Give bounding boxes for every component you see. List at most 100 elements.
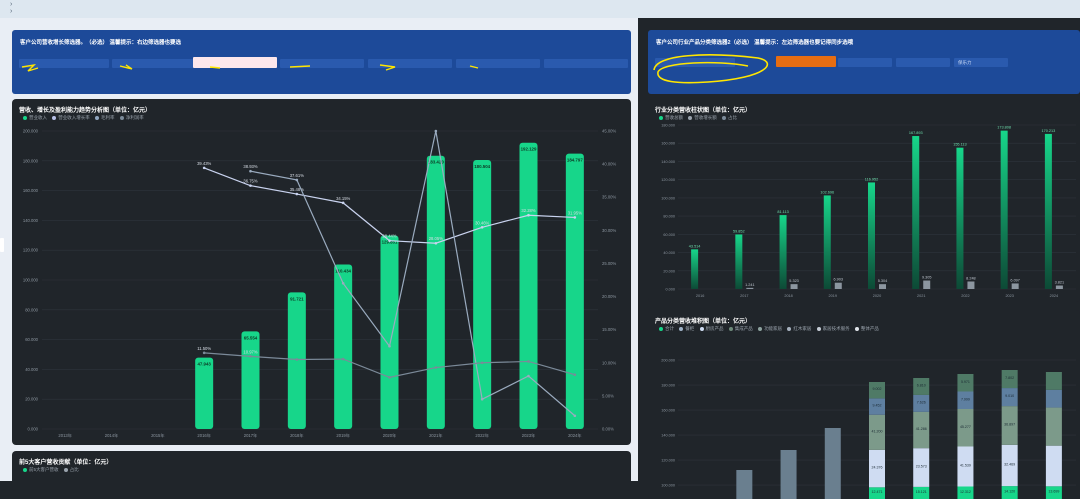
x-tick-label: 2018年 bbox=[290, 432, 304, 439]
filter-option-7[interactable] bbox=[544, 59, 628, 68]
series-point bbox=[527, 214, 530, 217]
segment-value-label: 7.626 bbox=[917, 400, 926, 404]
x-tick-label: 2016 bbox=[696, 294, 704, 298]
filter-option-3[interactable] bbox=[838, 58, 892, 67]
panel-title: 前5大客户营收贡献（单位：亿元） bbox=[19, 457, 112, 466]
x-tick-label: 2018 bbox=[784, 294, 792, 298]
bar-value-label: 59.852 bbox=[733, 229, 745, 233]
x-tick-label: 2019 bbox=[829, 294, 837, 298]
top-toolbar: › › bbox=[0, 0, 1080, 18]
segment-value-label: 23.573 bbox=[916, 465, 927, 469]
bar-value-label: 102.696 bbox=[820, 190, 834, 194]
filter-option-4[interactable] bbox=[896, 58, 950, 67]
series-point bbox=[203, 352, 206, 355]
stacked-bar-segment bbox=[1046, 408, 1062, 446]
series-point bbox=[388, 345, 391, 348]
bar-value-label: 81.113 bbox=[777, 210, 788, 214]
y2-tick-label: 5.00% bbox=[602, 393, 614, 398]
series-value-label: 38.93% bbox=[243, 164, 257, 169]
segment-value-label: 12.312 bbox=[960, 490, 971, 494]
revenue-trend-panel: 营收、增长及盈利能力趋势分析图（单位：亿元） 营业收入 营业收入增长率 毛利率 … bbox=[12, 99, 631, 445]
growth-bar bbox=[967, 281, 974, 289]
stacked-bar-segment bbox=[1046, 446, 1062, 487]
segment-value-label: 41.286 bbox=[916, 427, 927, 431]
x-tick-label: 2020 bbox=[873, 294, 881, 298]
segment-value-label: 14.120 bbox=[1004, 490, 1015, 494]
chart-legend: 前5大客户营收 占比 bbox=[19, 467, 79, 473]
y-tick-label: 60.000 bbox=[25, 337, 38, 342]
segment-value-label: 41.200 bbox=[872, 429, 883, 433]
x-tick-label: 2024年 bbox=[568, 432, 582, 439]
series-point bbox=[388, 376, 391, 379]
series-point bbox=[342, 282, 345, 285]
stacked-bar-segment bbox=[736, 470, 752, 499]
series-point bbox=[249, 184, 252, 187]
y-tick-label: 20.000 bbox=[663, 269, 675, 273]
bar-value-label: 116.952 bbox=[865, 177, 878, 181]
y-tick-label: 0.000 bbox=[28, 427, 39, 432]
y-tick-label: 60.000 bbox=[663, 233, 675, 237]
series-point bbox=[342, 202, 345, 205]
revenue-growth-filter: 客户公司营收增长筛选器。（必选） 温馨提示：右边筛选器也要选 bbox=[12, 30, 631, 94]
bar-value-label: 173.808 bbox=[997, 126, 1011, 130]
series-point bbox=[574, 216, 577, 219]
y2-tick-label: 30.00% bbox=[602, 228, 616, 233]
x-tick-label: 2021年 bbox=[429, 432, 443, 439]
revenue-bar bbox=[912, 136, 919, 289]
y-tick-label: 0.000 bbox=[665, 288, 675, 292]
series-value-label: 36.75% bbox=[243, 179, 257, 184]
segment-value-label: 41.539 bbox=[960, 464, 971, 468]
revenue-bar bbox=[868, 182, 875, 289]
y-tick-label: 160.000 bbox=[661, 142, 675, 146]
series-point bbox=[481, 226, 484, 229]
bar-value-label: 47.943 bbox=[197, 362, 211, 367]
x-tick-label: 2022 bbox=[961, 294, 969, 298]
y-tick-label: 100.000 bbox=[661, 196, 675, 200]
series-point bbox=[574, 414, 577, 417]
series-value-label: 31.95% bbox=[568, 210, 582, 215]
growth-value-label: 6.903 bbox=[834, 278, 844, 282]
revenue-bar bbox=[780, 215, 787, 289]
x-tick-label: 2017 bbox=[740, 294, 748, 298]
revenue-bar bbox=[520, 143, 538, 429]
growth-value-label: 3.821 bbox=[1055, 281, 1065, 285]
series-point bbox=[527, 360, 530, 363]
series-value-label: 30.46% bbox=[475, 220, 489, 225]
revenue-bar bbox=[735, 234, 742, 289]
product-revenue-panel: 产品分类营收堆积图（单位：亿元） 合计 餐柜 厨房产品 集成产品 功能家居 红木… bbox=[648, 310, 1080, 499]
series-point bbox=[388, 239, 391, 242]
segment-value-label: 5.971 bbox=[961, 380, 970, 384]
segment-value-label: 12.471 bbox=[872, 490, 883, 494]
bar-value-label: 170.213 bbox=[1042, 129, 1056, 133]
y2-tick-label: 40.00% bbox=[602, 162, 616, 167]
segment-value-label: 9.452 bbox=[873, 404, 882, 408]
y-tick-label: 20.000 bbox=[25, 397, 38, 402]
series-value-label: 28.05% bbox=[429, 236, 443, 241]
y-tick-label: 180.000 bbox=[23, 158, 39, 163]
series-point bbox=[435, 130, 438, 133]
revenue-bar bbox=[1001, 131, 1008, 289]
stacked-bar-segment bbox=[781, 450, 797, 499]
series-value-label: 28.44% bbox=[382, 234, 396, 239]
y2-tick-label: 25.00% bbox=[602, 261, 616, 266]
chevron-right-icon-2[interactable]: › bbox=[10, 8, 12, 15]
y-tick-label: 120.000 bbox=[23, 248, 39, 253]
x-tick-label: 2017年 bbox=[244, 432, 258, 439]
y-tick-label: 180.000 bbox=[661, 124, 675, 128]
industry-product-filter: 客户公司行业产品分类筛选器2（必选） 温馨提示：左边筛选器也要记得同步选哦 保乐… bbox=[648, 30, 1080, 94]
bar-value-label: 43.514 bbox=[689, 244, 701, 248]
right-pane: 客户公司行业产品分类筛选器2（必选） 温馨提示：左边筛选器也要记得同步选哦 保乐… bbox=[638, 18, 1080, 481]
segment-value-label: 7.999 bbox=[961, 397, 970, 401]
x-tick-label: 2023 bbox=[1005, 294, 1013, 298]
chevron-right-icon[interactable]: › bbox=[10, 1, 12, 8]
x-tick-label: 2024 bbox=[1050, 294, 1058, 298]
revenue-bar bbox=[381, 236, 399, 429]
series-point bbox=[296, 358, 299, 361]
resize-handle[interactable] bbox=[0, 238, 4, 252]
y-tick-label: 200.000 bbox=[23, 129, 39, 134]
series-point bbox=[435, 366, 438, 369]
bar-value-label: 167.893 bbox=[909, 131, 923, 135]
filter-option-5[interactable]: 保乐力 bbox=[954, 58, 1008, 67]
y2-tick-label: 15.00% bbox=[602, 327, 616, 332]
